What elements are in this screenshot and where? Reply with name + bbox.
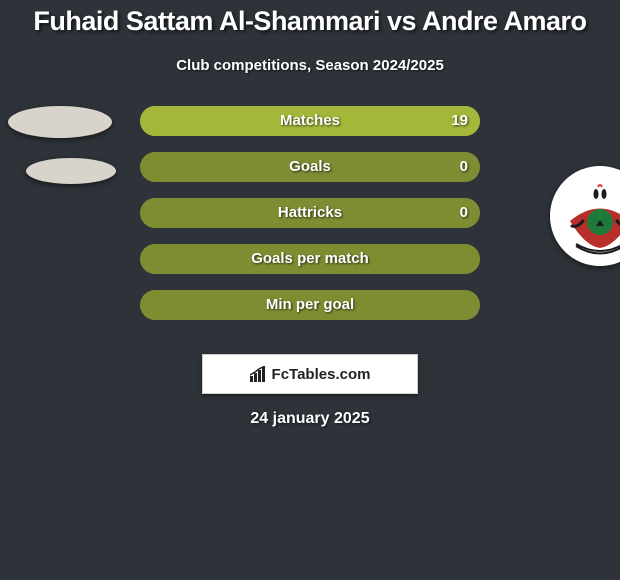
player1-photo-placeholder [8, 106, 112, 138]
stat-label: Goals [140, 152, 480, 182]
stat-label: Matches [140, 106, 480, 136]
subtitle: Club competitions, Season 2024/2025 [0, 57, 620, 74]
brand-badge[interactable]: FcTables.com [202, 354, 418, 394]
stat-row: Matches19 [140, 106, 480, 136]
stat-row: Min per goal [140, 290, 480, 320]
footer-date: 24 january 2025 [0, 410, 620, 428]
stat-value: 0 [460, 198, 468, 228]
stat-rows: Matches19Goals0Hattricks0Goals per match… [140, 106, 480, 336]
brand-text: FcTables.com [272, 366, 371, 383]
stat-label: Goals per match [140, 244, 480, 274]
stat-value: 19 [451, 106, 468, 136]
page-title: Fuhaid Sattam Al-Shammari vs Andre Amaro [0, 0, 620, 37]
comparison-widget: Fuhaid Sattam Al-Shammari vs Andre Amaro… [0, 0, 620, 580]
stat-value: 0 [460, 152, 468, 182]
chart-icon [250, 366, 268, 382]
stat-row: Goals0 [140, 152, 480, 182]
stat-row: Hattricks0 [140, 198, 480, 228]
player1-photo-placeholder-2 [26, 158, 116, 184]
stat-row: Goals per match [140, 244, 480, 274]
stat-label: Hattricks [140, 198, 480, 228]
player2-club-badge [550, 166, 620, 266]
stat-label: Min per goal [140, 290, 480, 320]
